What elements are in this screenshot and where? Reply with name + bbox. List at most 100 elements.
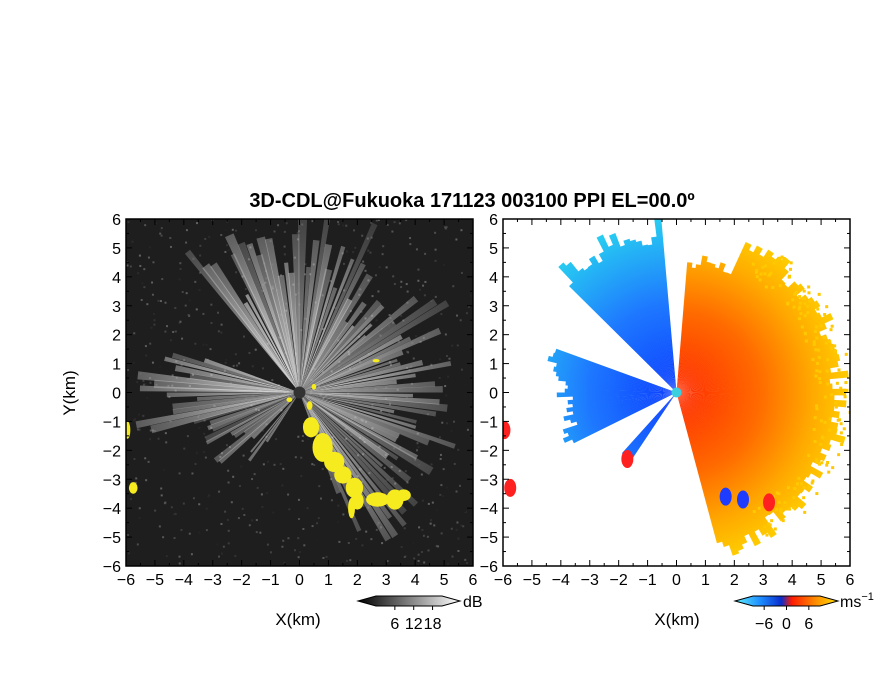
velocity-speck: [759, 272, 763, 276]
velocity-speck: [800, 325, 804, 329]
velocity-ray: [676, 308, 818, 393]
noise-speck: [345, 559, 348, 562]
y-tick-label: −2: [480, 443, 498, 460]
backscatter-ray: [299, 381, 436, 393]
noise-speck: [427, 502, 430, 505]
noise-speck: [421, 499, 424, 502]
x-tick-label: −6: [494, 572, 512, 589]
velocity-ray: [676, 392, 814, 467]
left-y-axis-label: Y(km): [60, 370, 79, 415]
velocity-ray: [676, 245, 763, 393]
backscatter-ray: [245, 293, 300, 393]
noise-speck: [443, 264, 446, 267]
clutter-patch: [372, 358, 380, 363]
backscatter-ray: [299, 222, 378, 393]
velocity-speck: [818, 462, 822, 466]
noise-speck: [162, 536, 165, 539]
noise-speck: [423, 561, 426, 564]
backscatter-ray: [299, 392, 399, 461]
noise-speck: [199, 244, 202, 247]
noise-speck: [222, 545, 225, 548]
noise-speck: [297, 518, 300, 521]
velocity-speck: [815, 369, 819, 373]
noise-speck: [260, 493, 263, 496]
x-tick-label: −1: [261, 572, 279, 589]
noise-speck: [445, 486, 448, 489]
backscatter-ray: [174, 365, 300, 393]
backscatter-ray: [299, 325, 355, 393]
velocity-speck: [783, 501, 787, 505]
velocity-speck: [806, 311, 810, 315]
noise-speck: [456, 521, 459, 524]
noise-speck: [416, 449, 419, 452]
velocity-speck: [819, 324, 823, 328]
noise-speck: [225, 358, 228, 361]
noise-speck: [173, 513, 176, 516]
noise-speck: [421, 528, 424, 531]
noise-speck: [217, 330, 220, 333]
noise-speck: [422, 284, 425, 287]
noise-speck: [227, 469, 230, 472]
noise-speck: [364, 269, 367, 272]
velocity-ray: [676, 392, 807, 510]
velocity-ray: [676, 279, 786, 393]
noise-speck: [360, 310, 363, 313]
velocity-ray: [676, 242, 752, 393]
noise-speck: [165, 325, 168, 328]
noise-speck: [254, 229, 257, 232]
noise-speck: [319, 497, 322, 500]
noise-speck: [220, 323, 223, 326]
velocity-speck: [803, 510, 807, 514]
noise-speck: [337, 220, 340, 223]
noise-speck: [386, 223, 389, 226]
noise-speck: [413, 557, 416, 560]
noise-speck: [452, 285, 455, 288]
backscatter-ray: [256, 254, 300, 393]
velocity-speck: [837, 368, 841, 372]
noise-speck: [242, 335, 245, 338]
noise-speck: [415, 335, 418, 338]
noise-speck: [265, 504, 268, 507]
velocity-ray: [547, 355, 677, 393]
noise-speck: [349, 559, 352, 562]
backscatter-ray: [299, 392, 407, 515]
x-tick-label: −6: [117, 572, 135, 589]
backscatter-ray: [299, 300, 450, 393]
noise-speck: [245, 407, 248, 410]
noise-speck: [362, 504, 365, 507]
noise-speck: [184, 304, 187, 307]
velocity-ray: [588, 255, 677, 393]
backscatter-ray: [247, 392, 300, 462]
velocity-speck: [764, 264, 768, 268]
velocity-ray: [676, 392, 792, 511]
noise-speck: [188, 299, 191, 302]
noise-speck: [209, 348, 212, 351]
noise-speck: [164, 432, 167, 435]
noise-speck: [163, 468, 166, 471]
velocity-ray: [676, 388, 847, 396]
noise-speck: [244, 288, 247, 291]
noise-speck: [317, 517, 320, 520]
velocity-speck: [770, 519, 774, 523]
noise-speck: [337, 223, 340, 226]
velocity-speck: [768, 523, 772, 527]
backscatter-ray: [299, 392, 390, 459]
velocity-ray: [583, 267, 677, 393]
noise-speck: [468, 289, 471, 292]
noise-speck: [218, 490, 221, 493]
noise-speck: [406, 290, 409, 293]
noise-speck: [405, 396, 408, 399]
noise-speck: [316, 538, 319, 541]
velocity-speck: [807, 485, 811, 489]
noise-speck: [346, 402, 349, 405]
velocity-ray: [676, 392, 839, 430]
noise-speck: [457, 537, 460, 540]
velocity-speck: [831, 466, 835, 470]
noise-speck: [460, 524, 463, 527]
noise-speck: [227, 249, 230, 252]
noise-speck: [301, 434, 304, 437]
noise-speck: [161, 278, 164, 281]
noise-speck: [208, 235, 211, 238]
noise-speck: [297, 498, 300, 501]
noise-speck: [467, 305, 470, 308]
